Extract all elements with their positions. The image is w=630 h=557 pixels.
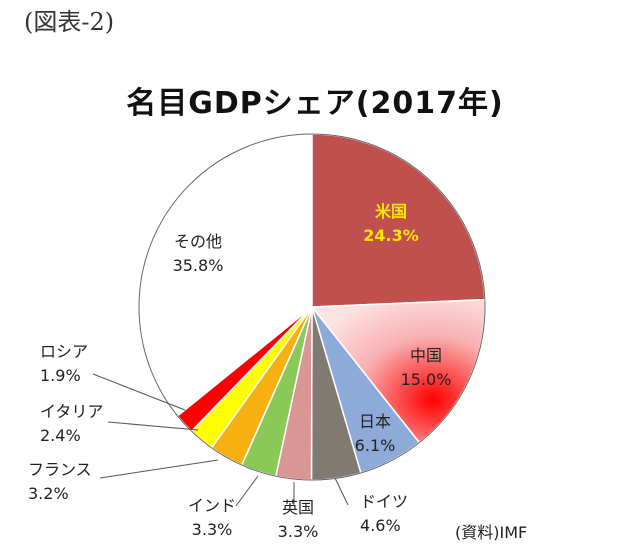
leader-russia	[92, 373, 186, 411]
slice-label-china: 中国 15.0%	[390, 344, 462, 392]
slice-name-italy: イタリア	[40, 402, 104, 421]
slice-label-japan: 日本 6.1%	[343, 410, 407, 458]
slice-label-us: 米国 24.3%	[355, 200, 427, 248]
slice-label-russia: ロシア 1.9%	[40, 340, 88, 388]
slice-value-uk: 3.3%	[277, 522, 319, 541]
slice-label-germany: ドイツ 4.6%	[360, 490, 408, 538]
slice-value-india: 3.3%	[191, 520, 233, 539]
leader-italy	[107, 421, 199, 431]
slice-value-russia: 1.9%	[40, 366, 81, 385]
source-note: (資料)IMF	[455, 523, 528, 542]
slice-value-japan: 6.1%	[354, 436, 396, 455]
slice-name-uk: 英国	[281, 498, 314, 517]
leader-india	[235, 475, 259, 507]
slice-value-germany: 4.6%	[360, 516, 401, 535]
slice-name-china: 中国	[409, 346, 442, 365]
slice-value-france: 3.2%	[28, 484, 69, 503]
pie-slice-other	[139, 134, 312, 416]
slice-name-us: 米国	[374, 202, 407, 221]
figure-label: (図表-2)	[24, 8, 115, 36]
slice-value-china: 15.0%	[400, 370, 452, 389]
slice-name-france: フランス	[28, 460, 92, 479]
slice-name-germany: ドイツ	[360, 492, 409, 511]
slice-name-japan: 日本	[358, 412, 391, 431]
slice-label-india: インド 3.3%	[176, 494, 248, 542]
slice-label-other: その他 35.8%	[158, 230, 238, 278]
slice-label-france: フランス 3.2%	[28, 458, 92, 506]
pie-outline	[138, 133, 486, 481]
slice-name-india: インド	[187, 496, 236, 515]
slice-value-italy: 2.4%	[40, 426, 81, 445]
leader-germany	[334, 477, 349, 506]
slice-value-other: 35.8%	[172, 256, 224, 275]
slice-label-italy: イタリア 2.4%	[40, 400, 103, 448]
slice-name-russia: ロシア	[40, 342, 89, 361]
chart-title: 名目GDPシェア(2017年)	[126, 86, 504, 121]
slice-value-us: 24.3%	[363, 226, 419, 245]
slice-label-uk: 英国 3.3%	[266, 496, 330, 544]
slice-name-other: その他	[173, 232, 222, 251]
leader-france	[99, 459, 219, 479]
